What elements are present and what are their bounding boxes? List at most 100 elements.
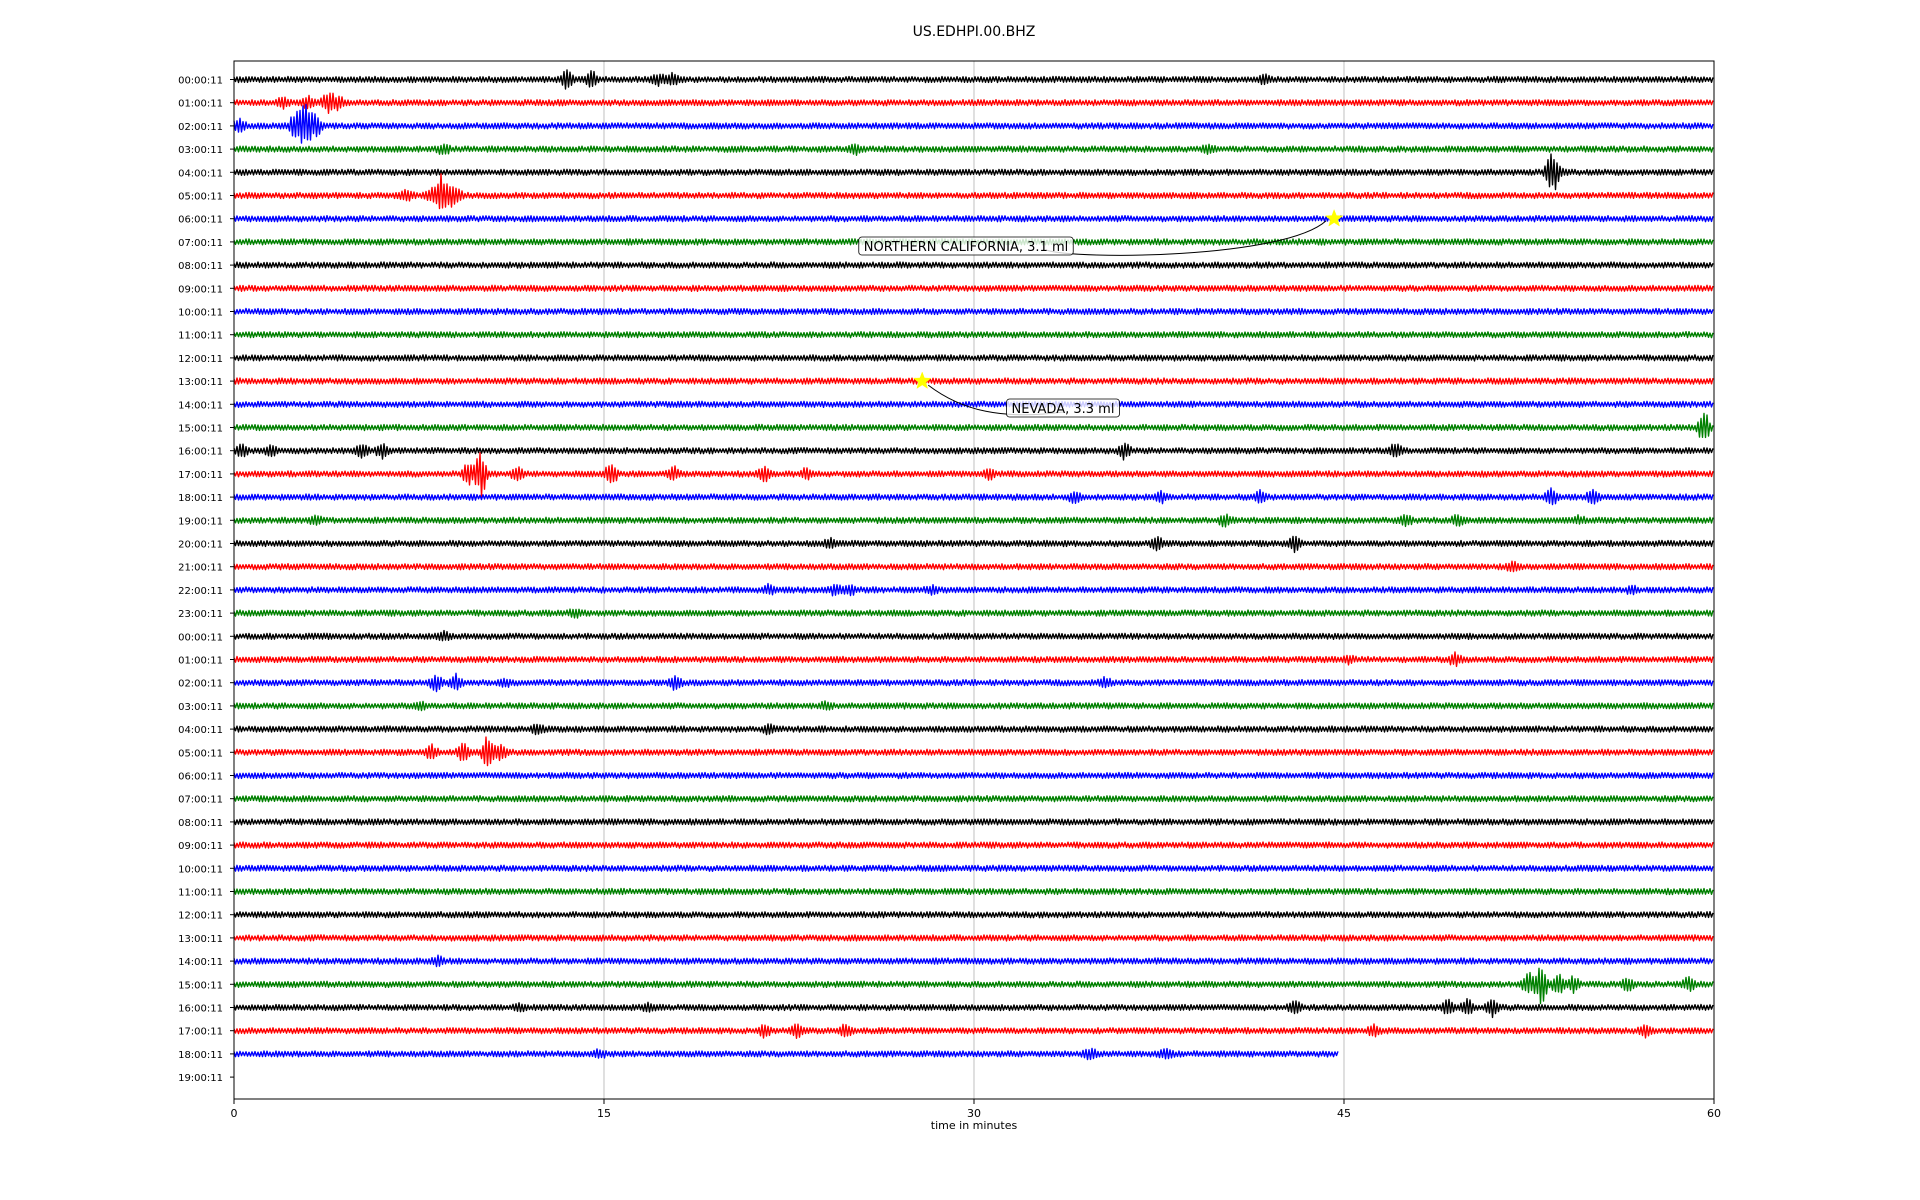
row-label: 10:00:11: [178, 864, 223, 875]
trace-row-15: [233, 400, 1714, 408]
row-label: 09:00:11: [178, 841, 223, 852]
trace-row-26: [233, 651, 1714, 668]
trace-row-5: [233, 153, 1714, 191]
trace-row-24: [233, 608, 1714, 619]
row-label: 17:00:11: [178, 470, 223, 481]
trace-row-34: [233, 841, 1714, 849]
row-label: 04:00:11: [178, 168, 223, 179]
row-label: 14:00:11: [178, 400, 223, 411]
trace-row-19: [233, 487, 1714, 506]
row-label: 16:00:11: [178, 447, 223, 458]
row-label: 16:00:11: [178, 1004, 223, 1015]
trace-row-23: [233, 582, 1714, 597]
x-tick-label: 15: [597, 1107, 611, 1120]
row-label: 19:00:11: [178, 516, 223, 527]
row-label: 13:00:11: [178, 934, 223, 945]
row-label: 00:00:11: [178, 632, 223, 643]
trace-row-36: [233, 887, 1714, 896]
event-star-marker: [1324, 208, 1344, 227]
row-label: 20:00:11: [178, 540, 223, 551]
row-label: 10:00:11: [178, 308, 223, 319]
x-tick-label: 45: [1337, 1107, 1351, 1120]
annotation-box: [858, 236, 1074, 256]
trace-row-3: [233, 103, 1714, 144]
trace-row-18: [233, 452, 1714, 498]
row-label: 09:00:11: [178, 284, 223, 295]
trace-row-1: [233, 69, 1714, 90]
row-label: 22:00:11: [178, 586, 223, 597]
row-label: 05:00:11: [178, 192, 223, 203]
row-label: 12:00:11: [178, 354, 223, 365]
trace-row-20: [233, 513, 1714, 528]
row-label: 00:00:11: [178, 76, 223, 87]
row-label: 19:00:11: [178, 1073, 223, 1084]
trace-row-29: [233, 723, 1714, 736]
x-axis-ticks: 0 15 30 45 60: [231, 1099, 1721, 1120]
trace-row-22: [233, 560, 1714, 573]
annotation-box: [1006, 398, 1120, 418]
row-label: 05:00:11: [178, 748, 223, 759]
row-label: 02:00:11: [178, 679, 223, 690]
trace-row-13: [233, 354, 1714, 362]
row-label: 06:00:11: [178, 215, 223, 226]
row-label: 23:00:11: [178, 609, 223, 620]
annotation-label: NEVADA, 3.3 ml: [1012, 402, 1115, 417]
row-label: 01:00:11: [178, 99, 223, 110]
event-annotations: NORTHERN CALIFORNIA, 3.1 ml NEVADA, 3.3 m…: [858, 208, 1344, 418]
trace-row-12: [233, 331, 1714, 339]
trace-row-7: [233, 214, 1714, 223]
row-label: 21:00:11: [178, 563, 223, 574]
row-label: 15:00:11: [178, 980, 223, 991]
row-label: 02:00:11: [178, 122, 223, 133]
event-star-marker: [912, 371, 932, 389]
x-tick-label: 0: [231, 1107, 238, 1120]
row-label: 08:00:11: [178, 261, 223, 272]
row-label: 11:00:11: [178, 888, 223, 899]
row-label: 18:00:11: [178, 1050, 223, 1061]
x-tick-label: 30: [967, 1107, 981, 1120]
trace-row-27: [233, 672, 1714, 693]
trace-row-43: [233, 1047, 1339, 1061]
trace-row-38: [233, 934, 1714, 942]
trace-row-2: [233, 92, 1714, 115]
trace-row-30: [233, 736, 1714, 767]
trace-row-42: [233, 1023, 1714, 1040]
trace-row-4: [233, 143, 1714, 157]
row-label: 15:00:11: [178, 424, 223, 435]
trace-row-9: [233, 261, 1714, 269]
trace-row-21: [233, 535, 1714, 554]
row-label: 03:00:11: [178, 702, 223, 713]
row-label: 03:00:11: [178, 145, 223, 156]
row-label: 07:00:11: [178, 795, 223, 806]
trace-row-25: [233, 629, 1714, 642]
trace-row-11: [233, 307, 1714, 316]
row-label: 12:00:11: [178, 911, 223, 922]
trace-row-32: [233, 795, 1714, 803]
annotation-connector: [1045, 220, 1327, 256]
trace-row-39: [233, 954, 1714, 968]
x-tick-label: 60: [1707, 1107, 1721, 1120]
annotation-label: NORTHERN CALIFORNIA, 3.1 ml: [864, 240, 1068, 255]
trace-row-37: [233, 911, 1714, 919]
row-label: 06:00:11: [178, 772, 223, 783]
row-label: 07:00:11: [178, 238, 223, 249]
trace-row-28: [233, 700, 1714, 712]
chart-title: US.EDHPI.00.BHZ: [913, 24, 1036, 40]
trace-row-16: [233, 412, 1714, 439]
trace-row-6: [233, 173, 1714, 210]
row-label: 11:00:11: [178, 331, 223, 342]
row-label: 04:00:11: [178, 725, 223, 736]
trace-row-14: [233, 377, 1714, 385]
seismogram-traces: [233, 69, 1714, 1061]
row-label: 14:00:11: [178, 957, 223, 968]
trace-row-33: [233, 818, 1714, 826]
row-label: 08:00:11: [178, 818, 223, 829]
grid-lines: [603, 61, 1345, 1099]
x-axis-label: time in minutes: [931, 1119, 1018, 1132]
trace-row-10: [233, 284, 1714, 292]
row-label: 17:00:11: [178, 1027, 223, 1038]
row-label: 13:00:11: [178, 377, 223, 388]
trace-row-41: [233, 998, 1714, 1019]
trace-row-17: [233, 442, 1714, 461]
